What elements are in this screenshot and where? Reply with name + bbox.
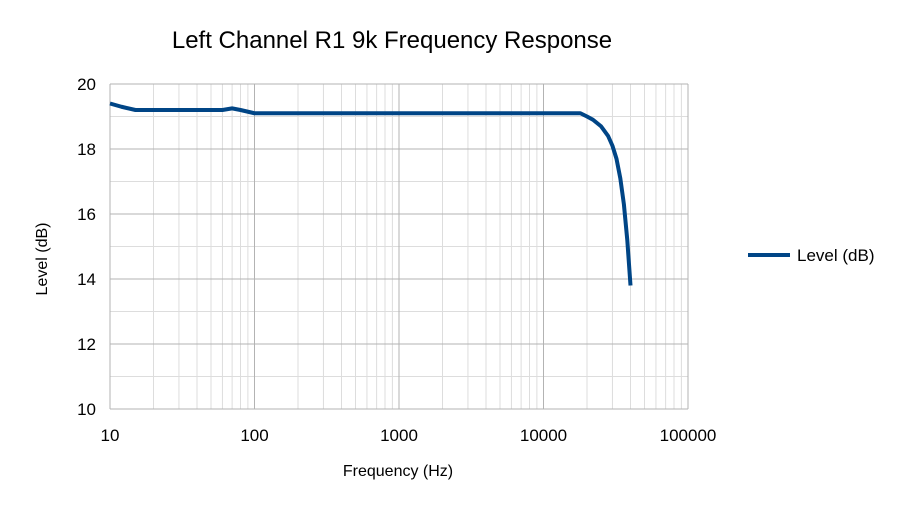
series-line: [109, 101, 633, 286]
minor-gridlines: [110, 84, 688, 409]
x-axis-label: Frequency (Hz): [343, 463, 453, 480]
y-tick-label: 12: [77, 335, 96, 354]
y-tick-label: 10: [77, 400, 96, 419]
major-gridlines: [109, 83, 689, 410]
series-layer: [109, 101, 633, 286]
x-tick-label: 10: [101, 426, 120, 445]
y-axis-ticks: 10 12 14 16 18 20: [77, 75, 96, 419]
y-tick-label: 20: [77, 75, 96, 94]
x-axis-ticks: 10 100 1000 10000 100000: [101, 426, 717, 445]
chart-title: Left Channel R1 9k Frequency Response: [172, 27, 612, 54]
x-tick-label: 100: [240, 426, 268, 445]
x-tick-label: 10000: [520, 426, 567, 445]
x-tick-label: 100000: [660, 426, 717, 445]
x-tick-label: 1000: [380, 426, 418, 445]
legend-label: Level (dB): [797, 246, 874, 265]
y-axis-label: Level (dB): [34, 223, 51, 296]
y-tick-label: 18: [77, 140, 96, 159]
legend: Level (dB): [748, 246, 874, 265]
y-tick-label: 14: [77, 270, 96, 289]
y-tick-label: 16: [77, 205, 96, 224]
